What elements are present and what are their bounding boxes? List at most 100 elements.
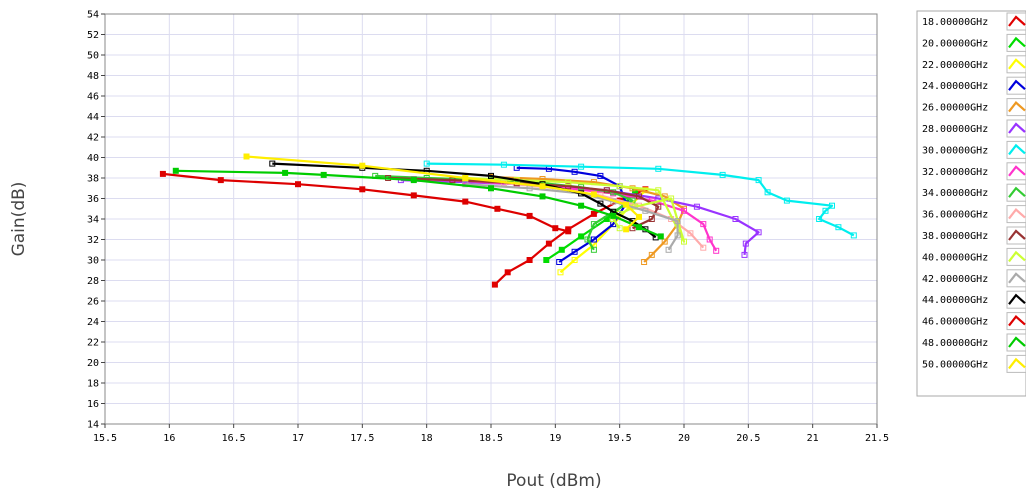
legend-swatch bbox=[1008, 229, 1026, 241]
y-tick-label: 42 bbox=[87, 133, 99, 144]
data-point bbox=[539, 183, 546, 190]
legend-swatch-box bbox=[1006, 55, 1026, 74]
legend-swatch bbox=[1008, 122, 1026, 134]
legend-item: 32.00000GHz bbox=[922, 162, 1026, 181]
data-point bbox=[829, 202, 835, 209]
data-point bbox=[543, 257, 550, 263]
legend: 18.00000GHz 20.00000GHz 22.00000GHz 24.0000… bbox=[916, 10, 1026, 397]
data-point bbox=[732, 216, 739, 222]
y-tick-label: 44 bbox=[87, 112, 99, 123]
legend-item: 24.00000GHz bbox=[922, 76, 1026, 95]
legend-swatch bbox=[1008, 250, 1026, 263]
x-tick-label: 21 bbox=[807, 433, 819, 444]
data-point bbox=[742, 240, 749, 247]
data-point bbox=[641, 259, 648, 265]
x-tick-label: 17 bbox=[292, 433, 304, 444]
data-point bbox=[764, 189, 771, 196]
legend-swatch bbox=[1008, 79, 1026, 91]
legend-box bbox=[916, 10, 1026, 397]
legend-item: 36.00000GHz bbox=[922, 205, 1026, 224]
legend-swatch bbox=[1008, 58, 1026, 70]
data-point bbox=[623, 226, 630, 233]
x-tick-label: 15.5 bbox=[93, 433, 117, 444]
legend-swatch bbox=[1008, 207, 1026, 220]
data-point bbox=[578, 163, 585, 170]
data-point bbox=[655, 187, 662, 194]
data-point bbox=[526, 257, 533, 263]
data-point bbox=[835, 224, 842, 231]
legend-item: 50.00000GHz bbox=[922, 354, 1026, 373]
series-line bbox=[388, 176, 660, 230]
legend-swatch-box bbox=[1006, 119, 1026, 138]
data-point bbox=[590, 246, 597, 253]
legend-item: 26.00000GHz bbox=[922, 98, 1026, 117]
legend-label: 34.00000GHz bbox=[922, 188, 988, 199]
data-point bbox=[359, 186, 366, 193]
data-point bbox=[556, 259, 563, 265]
series-line bbox=[175, 169, 662, 238]
legend-swatch bbox=[1008, 186, 1026, 198]
data-point bbox=[655, 203, 662, 210]
legend-swatch-box bbox=[1006, 183, 1026, 202]
data-point bbox=[590, 236, 597, 243]
data-point bbox=[822, 207, 829, 214]
legend-swatch bbox=[1008, 143, 1026, 156]
legend-swatch-box bbox=[1006, 247, 1026, 266]
legend-swatch bbox=[1008, 272, 1026, 284]
y-tick-label: 26 bbox=[87, 297, 99, 308]
legend-label: 44.00000GHz bbox=[922, 295, 988, 306]
data-point bbox=[565, 228, 572, 235]
data-point bbox=[674, 232, 681, 239]
data-point bbox=[616, 225, 623, 232]
legend-label: 28.00000GHz bbox=[922, 124, 988, 135]
series-30.00000GHz bbox=[423, 160, 857, 239]
data-point bbox=[719, 171, 726, 178]
series-layer bbox=[159, 153, 857, 288]
data-point bbox=[681, 238, 687, 245]
grid bbox=[104, 13, 878, 425]
data-point bbox=[269, 160, 276, 167]
data-point bbox=[629, 225, 636, 232]
legend-label: 42.00000GHz bbox=[922, 274, 988, 285]
data-point bbox=[700, 221, 707, 228]
legend-swatch-box bbox=[1006, 140, 1026, 159]
data-point bbox=[623, 201, 630, 208]
data-point bbox=[488, 185, 494, 192]
data-point bbox=[172, 167, 179, 174]
y-tick-label: 52 bbox=[87, 30, 99, 41]
legend-item: 44.00000GHz bbox=[922, 290, 1026, 309]
data-point bbox=[565, 183, 572, 190]
data-point bbox=[545, 240, 552, 247]
legend-swatch-box bbox=[1006, 312, 1026, 331]
x-tick-label: 19.5 bbox=[608, 433, 632, 444]
legend-label: 18.00000GHz bbox=[922, 17, 988, 28]
data-point bbox=[584, 236, 591, 243]
legend-label: 26.00000GHz bbox=[922, 103, 988, 114]
data-point bbox=[590, 191, 597, 198]
y-tick-label: 28 bbox=[87, 276, 99, 287]
data-point bbox=[610, 212, 617, 219]
data-point bbox=[755, 177, 762, 184]
data-point bbox=[295, 181, 301, 188]
data-point bbox=[494, 205, 501, 212]
y-tick-label: 40 bbox=[87, 153, 99, 164]
legend-swatch bbox=[1008, 314, 1026, 327]
data-point bbox=[816, 216, 823, 222]
y-tick-label: 46 bbox=[87, 92, 99, 103]
y-tick-label: 36 bbox=[87, 194, 99, 205]
data-point bbox=[565, 179, 572, 186]
data-point bbox=[616, 183, 623, 190]
data-point bbox=[661, 238, 668, 245]
legend-label: 38.00000GHz bbox=[922, 231, 988, 242]
data-point bbox=[590, 221, 597, 228]
data-point bbox=[552, 225, 559, 232]
x-tick-label: 21.5 bbox=[865, 433, 889, 444]
legend-item: 34.00000GHz bbox=[922, 183, 1026, 202]
data-point bbox=[603, 187, 610, 194]
legend-item: 22.00000GHz bbox=[922, 55, 1026, 74]
y-tick-label: 34 bbox=[87, 215, 99, 226]
legend-swatch bbox=[1008, 100, 1026, 113]
y-tick-label: 54 bbox=[87, 10, 99, 21]
axis-ticks: 15.5 16 16.5 17 17.5 18 18.5 19 19.5 20 20.5 21 21.5… bbox=[87, 10, 889, 445]
legend-label: 46.00000GHz bbox=[922, 317, 988, 328]
